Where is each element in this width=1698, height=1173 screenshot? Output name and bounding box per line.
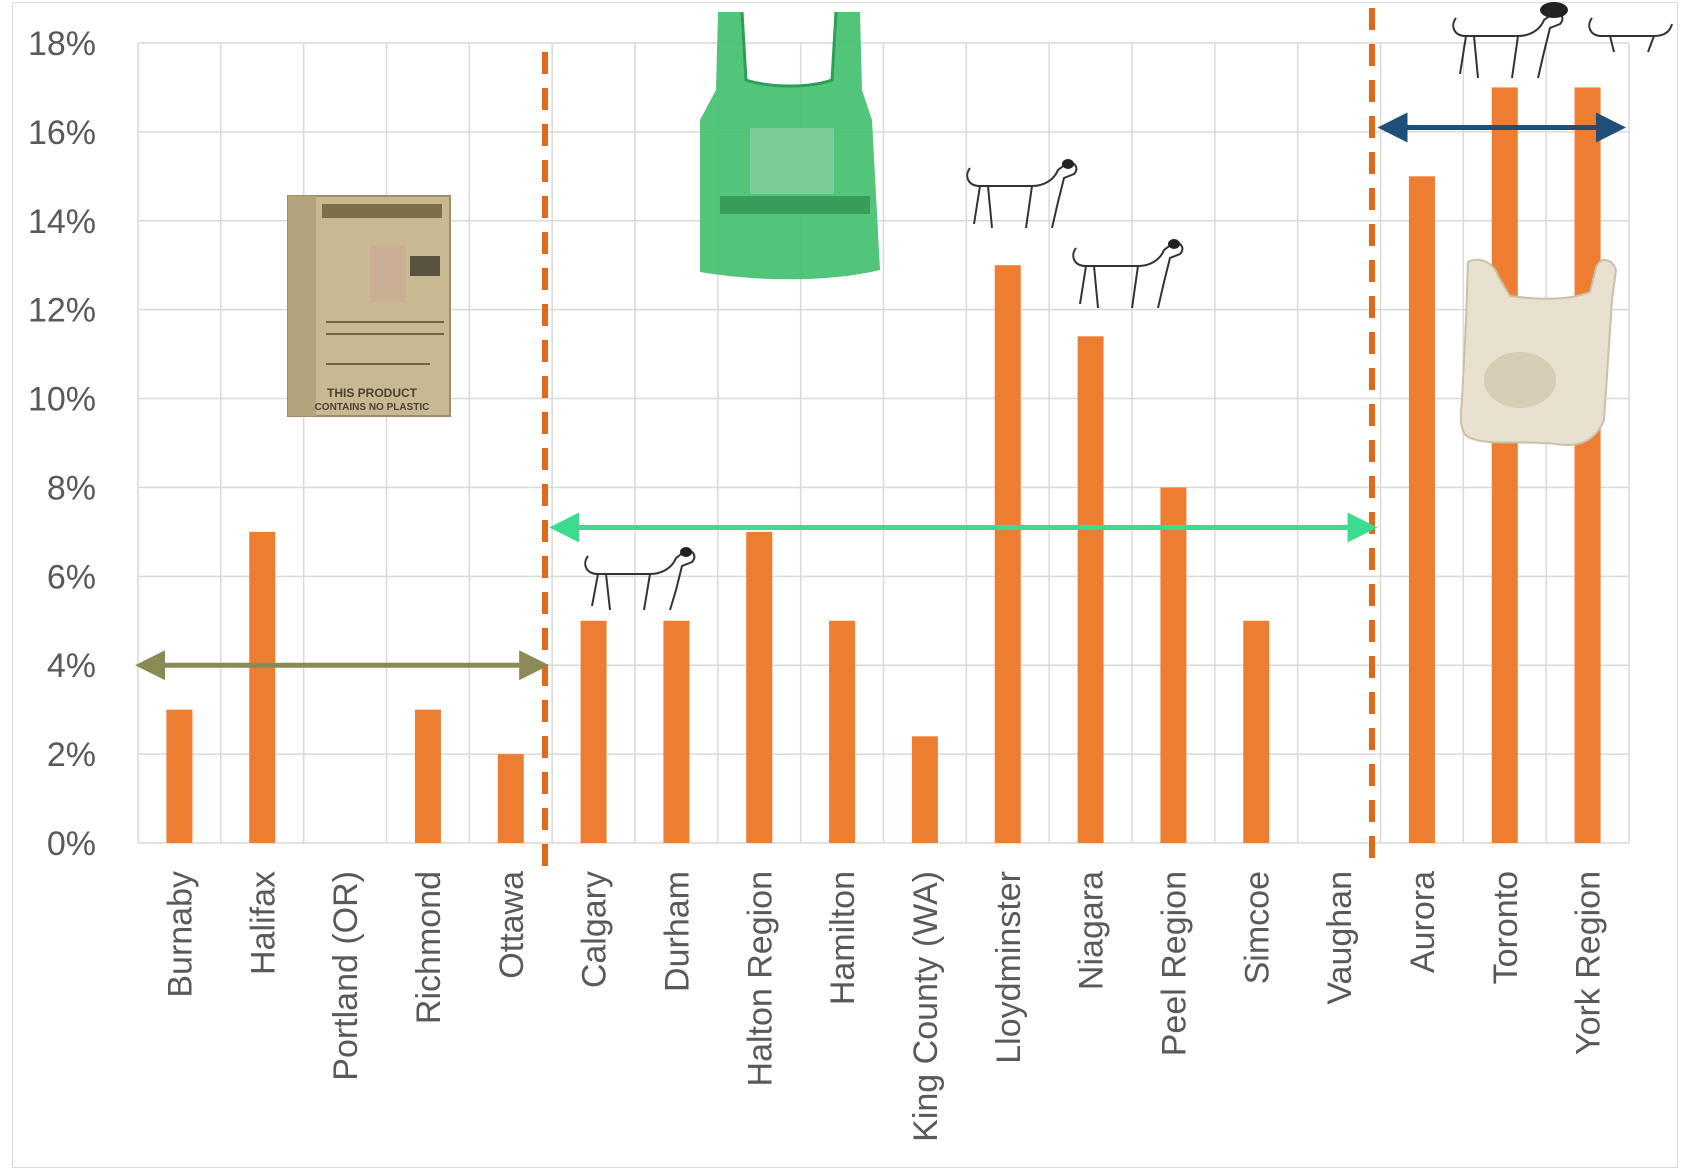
category-label: Burnaby: [161, 871, 199, 998]
bar: [911, 736, 938, 843]
bar: [166, 709, 193, 843]
bar: [414, 709, 441, 843]
y-tick-label: 18%: [28, 25, 96, 63]
bar: [1491, 87, 1518, 843]
category-label: Niagara: [1073, 871, 1111, 990]
dog-icon: [584, 547, 696, 611]
bar: [746, 531, 773, 843]
category-label: York Region: [1570, 871, 1608, 1055]
bar: [663, 620, 690, 843]
y-tick-label: 2%: [47, 736, 96, 774]
bar: [497, 754, 524, 843]
group-range-arrows: [135, 112, 1626, 681]
bar: [1077, 336, 1104, 843]
y-tick-label: 6%: [47, 558, 96, 596]
y-tick-label: 16%: [28, 114, 96, 152]
category-label: Durham: [658, 871, 696, 992]
y-tick-label: 14%: [28, 203, 96, 241]
bar: [249, 531, 276, 843]
chart-frame: [12, 2, 1678, 1168]
y-tick-label: 10%: [28, 381, 96, 419]
dog-icon: [1072, 239, 1184, 309]
bar: [580, 620, 607, 843]
category-label: Hamilton: [824, 871, 862, 1005]
bar: [1574, 87, 1601, 843]
bar: [1160, 487, 1187, 843]
category-label: Portland (OR): [327, 871, 365, 1081]
paper-bag-icon: THIS PRODUCT CONTAINS NO PLASTIC: [287, 195, 451, 417]
category-label: Ottawa: [493, 871, 531, 979]
green-plastic-bag-icon: [700, 11, 880, 280]
gridlines: [137, 42, 1630, 844]
category-label: Richmond: [410, 871, 448, 1024]
y-axis-tick-labels: 0% 2% 4% 6% 8% 10% 12% 14% 16% 18%: [28, 25, 96, 863]
x-axis-category-labels: Burnaby Halifax Portland (OR) Richmond Ottaw…: [161, 871, 1607, 1142]
category-label: Simcoe: [1238, 871, 1276, 984]
category-label: King County (WA): [907, 871, 945, 1142]
y-tick-label: 12%: [28, 292, 96, 330]
category-label: Peel Region: [1155, 871, 1193, 1056]
dog-icon: [966, 159, 1078, 229]
bar: [829, 620, 856, 843]
bar: [1408, 176, 1435, 844]
category-label: Aurora: [1404, 871, 1442, 973]
category-label: Halifax: [244, 871, 282, 975]
category-label: Halton Region: [741, 871, 779, 1086]
category-label: Vaughan: [1321, 871, 1359, 1005]
bar: [994, 265, 1021, 843]
dog-icon: [1452, 2, 1568, 79]
y-tick-label: 0%: [47, 825, 96, 863]
paper-bag-text-line: CONTAINS NO PLASTIC: [315, 402, 430, 413]
bars: [166, 87, 1601, 844]
white-plastic-bag-icon: [1460, 258, 1618, 446]
bar: [1243, 620, 1270, 843]
paper-bag-text-line: THIS PRODUCT: [327, 386, 418, 400]
category-label: Lloydminster: [990, 871, 1028, 1064]
y-tick-label: 4%: [47, 647, 96, 685]
category-label: Toronto: [1487, 871, 1525, 984]
y-tick-label: 8%: [47, 469, 96, 507]
category-label: Calgary: [576, 871, 614, 988]
dog-icon: [1588, 17, 1673, 53]
